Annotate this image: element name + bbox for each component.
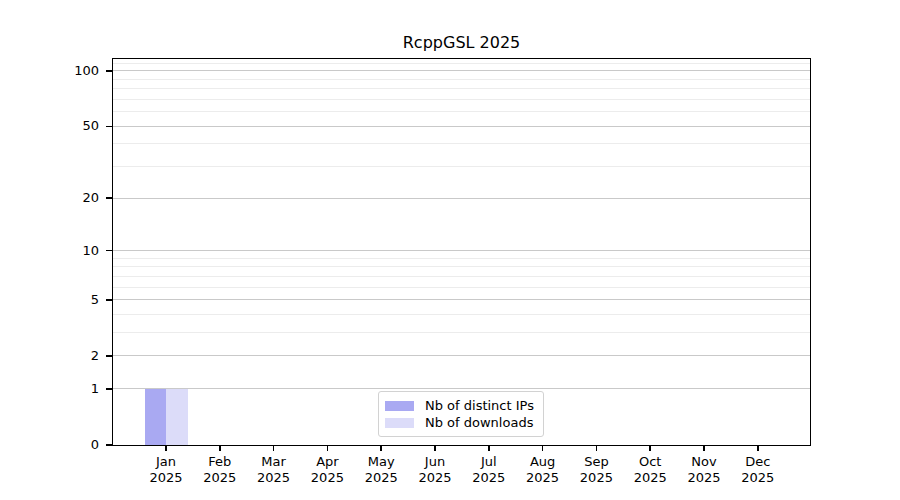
x-tick-label: May2025 — [351, 454, 411, 486]
y-tick-label: 20 — [55, 190, 99, 206]
y-gridline-minor — [113, 143, 810, 144]
x-tick-mark — [757, 445, 759, 451]
y-gridline-minor — [113, 287, 810, 288]
y-tick-mark — [106, 444, 112, 446]
x-tick-mark — [327, 445, 329, 451]
chart-figure: RcppGSL 2025 0125102050100Jan2025Feb2025… — [0, 0, 900, 500]
y-gridline-minor — [113, 266, 810, 267]
x-tick-mark — [649, 445, 651, 451]
y-tick-label: 100 — [55, 63, 99, 79]
y-tick-mark — [106, 299, 112, 301]
y-gridline-major — [113, 355, 810, 356]
x-tick-label: Dec2025 — [728, 454, 788, 486]
y-tick-label: 10 — [55, 243, 99, 259]
y-gridline-minor — [113, 79, 810, 80]
y-tick-mark — [106, 355, 112, 357]
x-tick-mark — [273, 445, 275, 451]
y-gridline-minor — [113, 314, 810, 315]
y-gridline-major — [113, 70, 810, 71]
y-gridline-minor — [113, 258, 810, 259]
y-gridline-minor — [113, 111, 810, 112]
y-tick-label: 0 — [55, 437, 99, 453]
x-tick-label: Jul2025 — [459, 454, 519, 486]
y-gridline-major — [113, 198, 810, 199]
distinct-ips-swatch-icon — [385, 401, 414, 411]
y-gridline-minor — [113, 99, 810, 100]
x-tick-mark — [434, 445, 436, 451]
y-tick-mark — [106, 197, 112, 199]
legend: Nb of distinct IPs Nb of downloads — [378, 391, 544, 437]
y-tick-label: 5 — [55, 292, 99, 308]
y-gridline-major — [113, 250, 810, 251]
y-gridline-minor — [113, 166, 810, 167]
x-tick-mark — [165, 445, 167, 451]
y-gridline-major — [113, 126, 810, 127]
x-tick-label: Mar2025 — [244, 454, 304, 486]
y-tick-label: 2 — [55, 348, 99, 364]
x-tick-mark — [380, 445, 382, 451]
x-tick-mark — [703, 445, 705, 451]
y-gridline-major — [113, 299, 810, 300]
y-gridline-minor — [113, 332, 810, 333]
x-tick-mark — [219, 445, 221, 451]
x-tick-mark — [596, 445, 598, 451]
y-tick-label: 1 — [55, 381, 99, 397]
x-tick-label: Feb2025 — [190, 454, 250, 486]
bar-nb-of-distinct-ips — [145, 389, 167, 445]
legend-label-downloads: Nb of downloads — [425, 415, 533, 430]
y-tick-mark — [106, 250, 112, 252]
x-tick-label: Oct2025 — [620, 454, 680, 486]
y-gridline-minor — [113, 63, 810, 64]
y-tick-mark — [106, 388, 112, 390]
y-tick-mark — [106, 126, 112, 128]
x-tick-label: Sep2025 — [566, 454, 626, 486]
x-tick-label: Nov2025 — [674, 454, 734, 486]
legend-label-distinct-ips: Nb of distinct IPs — [425, 398, 534, 413]
x-tick-mark — [488, 445, 490, 451]
bar-nb-of-downloads — [166, 389, 188, 445]
x-tick-label: Apr2025 — [297, 454, 357, 486]
y-tick-label: 50 — [55, 118, 99, 134]
y-tick-mark — [106, 70, 112, 72]
plot-area: 0125102050100Jan2025Feb2025Mar2025Apr202… — [112, 58, 811, 446]
legend-item-downloads: Nb of downloads — [385, 414, 535, 431]
downloads-swatch-icon — [385, 418, 414, 428]
legend-item-distinct-ips: Nb of distinct IPs — [385, 397, 535, 414]
x-tick-label: Jan2025 — [136, 454, 196, 486]
x-tick-label: Aug2025 — [513, 454, 573, 486]
x-tick-mark — [542, 445, 544, 451]
x-tick-label: Jun2025 — [405, 454, 465, 486]
chart-title: RcppGSL 2025 — [113, 33, 810, 52]
y-gridline-minor — [113, 88, 810, 89]
y-gridline-major — [113, 388, 810, 389]
y-gridline-minor — [113, 276, 810, 277]
